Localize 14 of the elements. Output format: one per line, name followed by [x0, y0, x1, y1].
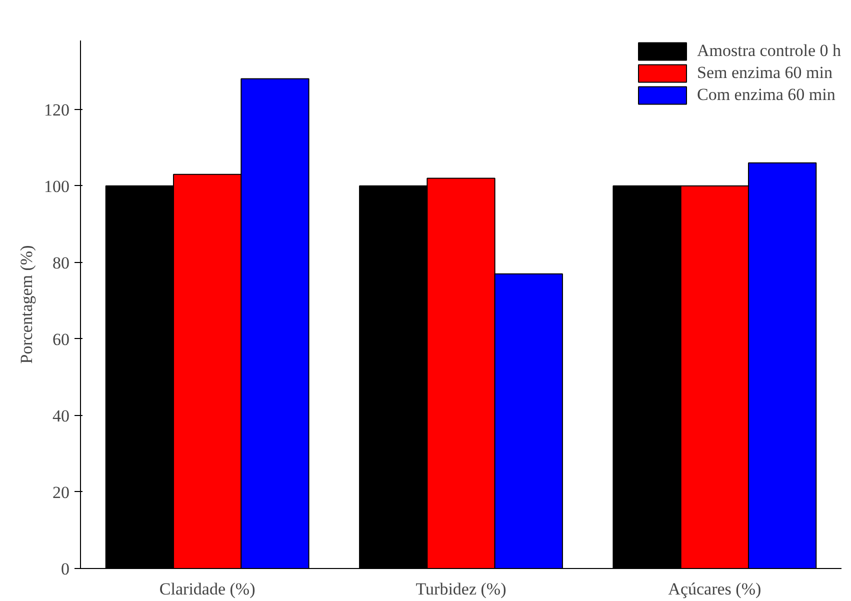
legend-label: Com enzima 60 min [697, 84, 836, 106]
y-tick-label: 0 [61, 560, 70, 578]
legend-label: Amostra controle 0 h [697, 40, 841, 62]
y-tick-label: 80 [52, 253, 70, 272]
y-tick-label: 40 [52, 406, 70, 426]
y-tick-label: 20 [52, 482, 70, 502]
x-tick-label: Claridade (%) [159, 580, 256, 598]
x-tick-label: Açúcares (%) [668, 580, 762, 598]
x-tick-label: Turbidez (%) [416, 580, 506, 598]
legend-label: Sem enzima 60 min [697, 62, 833, 84]
y-axis-title: Porcentagem (%) [17, 245, 36, 364]
y-tick-label: 120 [44, 100, 70, 120]
y-tick-label: 100 [44, 176, 70, 196]
y-tick-label: 60 [52, 330, 70, 349]
